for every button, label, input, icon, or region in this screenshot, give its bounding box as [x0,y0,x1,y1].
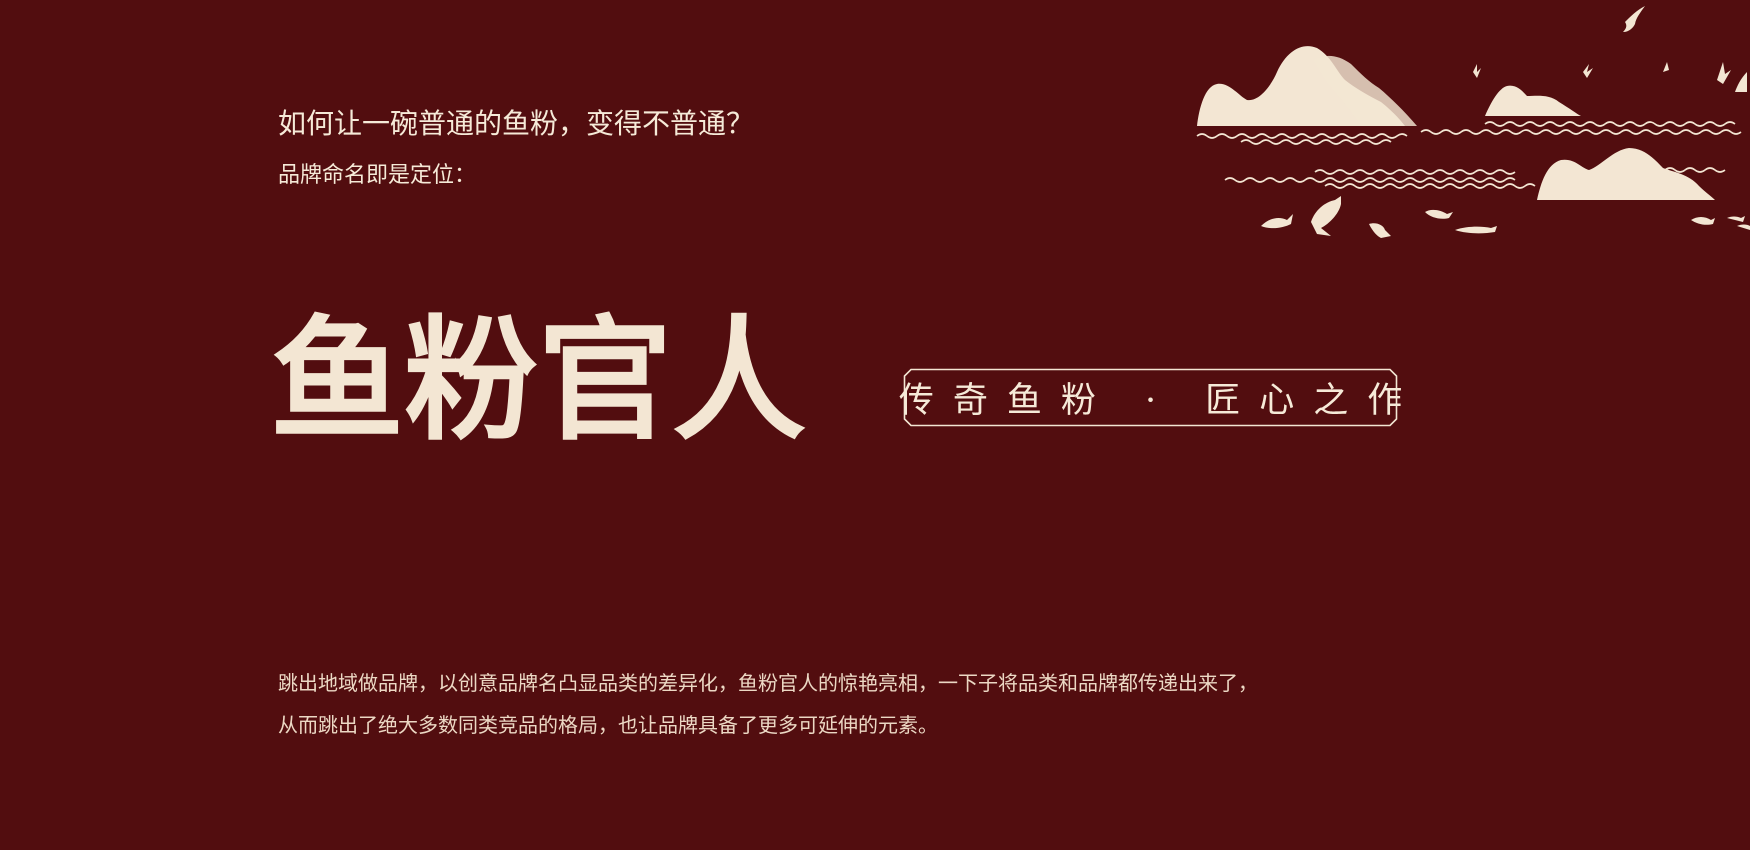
fish-icon [1727,216,1745,222]
intro-question: 如何让一碗普通的鱼粉，变得不普通？ [278,107,755,140]
fish-icon [1737,224,1750,230]
fish-icon [1425,209,1453,219]
description-line: 从而跳出了绝大多数同类竞品的格局，也让品牌具备了更多可延伸的元素。 [278,713,938,737]
landscape-illustration [1196,6,1750,238]
bird-icon [1735,72,1747,92]
wave-icon [1196,121,1742,189]
bird-icon [1663,62,1669,72]
description-line: 跳出地域做品牌，以创意品牌名凸显品类的差异化，鱼粉官人的惊艳亮相，一下子将品类和… [278,671,1258,695]
fish-icon [1369,223,1391,238]
bird-icon [1623,6,1645,32]
bird-icon [1717,62,1731,84]
tagline-badge: 传奇鱼粉 · 匠心之作 [898,368,1422,427]
tagline-frame [903,368,1398,427]
bird-icon [1583,64,1593,78]
fish-icon [1311,196,1341,236]
tagline-text: 传奇鱼粉 · 匠心之作 [898,381,1422,421]
bird-icon [1473,64,1481,78]
mountain-icon [1485,85,1581,116]
intro-subheading: 品牌命名即是定位： [278,163,477,188]
description: 跳出地域做品牌，以创意品牌名凸显品类的差异化，鱼粉官人的惊艳亮相，一下子将品类和… [278,662,1258,746]
fish-icon [1261,214,1293,229]
mountain-icon [1537,148,1715,200]
brand-name: 鱼粉官人 [270,301,807,459]
fish-icon [1691,217,1715,225]
mountain-icon [1313,55,1417,126]
fish-icon [1455,226,1497,234]
